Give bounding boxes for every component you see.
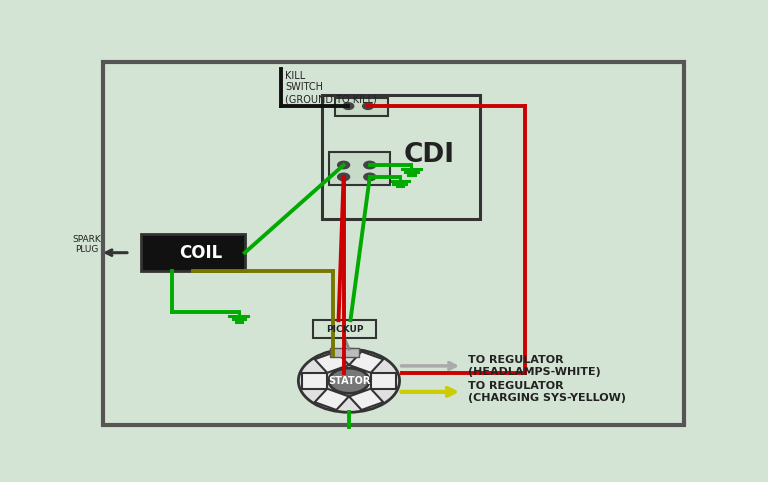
Bar (349, 351, 383, 373)
Circle shape (299, 349, 399, 412)
Text: KILL
SWITCH
(GROUND TO KILL): KILL SWITCH (GROUND TO KILL) (285, 71, 377, 104)
Text: COIL: COIL (180, 244, 223, 262)
Circle shape (362, 103, 373, 109)
Text: CDI: CDI (404, 142, 455, 168)
Text: PICKUP: PICKUP (326, 325, 363, 334)
Circle shape (338, 173, 349, 181)
Bar (313, 320, 376, 338)
Text: TO REGULATOR
(HEADLAMPS-WHITE): TO REGULATOR (HEADLAMPS-WHITE) (468, 355, 601, 377)
Bar (323, 95, 480, 219)
Bar (349, 388, 383, 410)
Bar (315, 351, 349, 373)
Text: TO REGULATOR
(CHARGING SYS-YELLOW): TO REGULATOR (CHARGING SYS-YELLOW) (468, 381, 626, 402)
Bar (315, 388, 349, 410)
Bar (141, 234, 245, 271)
Bar (336, 98, 388, 116)
Circle shape (343, 103, 354, 109)
Text: SPARK
PLUG: SPARK PLUG (73, 235, 101, 254)
Circle shape (364, 173, 376, 181)
Text: STATOR: STATOR (328, 376, 370, 386)
Circle shape (364, 161, 376, 169)
Bar (371, 373, 396, 388)
Circle shape (329, 368, 369, 393)
Bar (302, 373, 327, 388)
Bar (329, 348, 359, 357)
Bar (329, 152, 390, 185)
Circle shape (338, 161, 349, 169)
